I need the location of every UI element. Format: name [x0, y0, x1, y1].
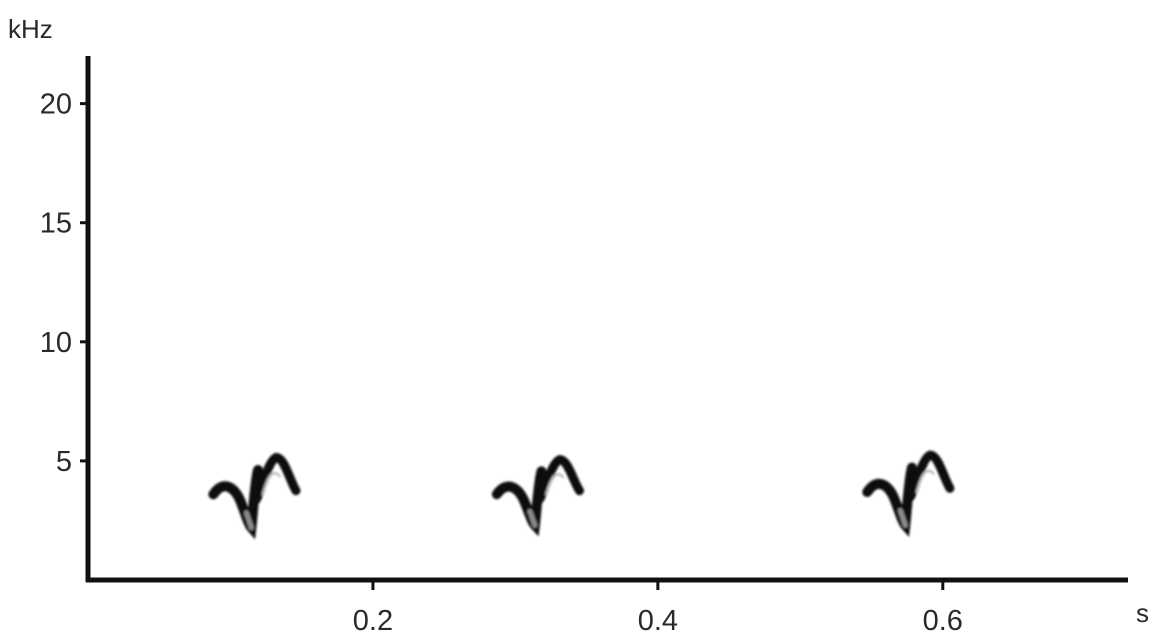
- y-axis-unit-label: kHz: [8, 14, 53, 44]
- y-tick-group: 5 10 15 20: [40, 89, 88, 478]
- call-syllable: [862, 450, 955, 537]
- call-syllable: [491, 455, 585, 537]
- call-group: [208, 450, 955, 540]
- x-tick-label: 0.4: [638, 605, 678, 637]
- y-tick-label: 15: [40, 208, 72, 240]
- x-tick-group: 0.2 0.4 0.6: [353, 580, 963, 637]
- y-tick-label: 20: [40, 89, 72, 121]
- call-syllable: [208, 452, 301, 540]
- y-tick-label: 10: [40, 327, 72, 359]
- x-axis-unit-label: s: [1136, 598, 1149, 628]
- x-tick-label: 0.6: [923, 605, 963, 637]
- y-tick-label: 5: [56, 446, 72, 478]
- x-tick-label: 0.2: [353, 605, 393, 637]
